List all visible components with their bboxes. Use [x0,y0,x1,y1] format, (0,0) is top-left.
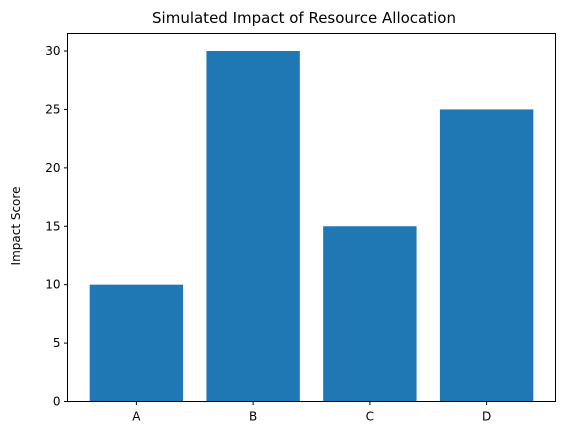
y-tick-label: 20 [45,161,60,175]
y-tick-label: 25 [45,102,60,116]
bar-b [206,51,300,402]
plot-frame [67,33,556,402]
y-tick-label: 30 [45,44,60,58]
y-axis-label: Impact Score [9,187,23,266]
x-tick-label-c: C [366,410,374,424]
y-axis-ticks: 0 5 10 15 20 25 30 [45,44,68,409]
bar-a [89,284,184,402]
y-tick-label: 0 [53,395,61,409]
y-tick-label: 15 [45,219,60,233]
x-tick-label-a: A [132,410,141,424]
x-tick-label-b: B [249,410,257,424]
chart-title: Simulated Impact of Resource Allocation [152,9,456,27]
bar-d [439,109,534,402]
y-tick-label: 5 [53,336,61,350]
bars-group [89,51,534,402]
x-tick-label-d: D [482,410,491,424]
bar-c [323,226,417,402]
y-tick-label: 10 [45,278,60,292]
x-axis-ticks: A B C D [132,401,491,424]
